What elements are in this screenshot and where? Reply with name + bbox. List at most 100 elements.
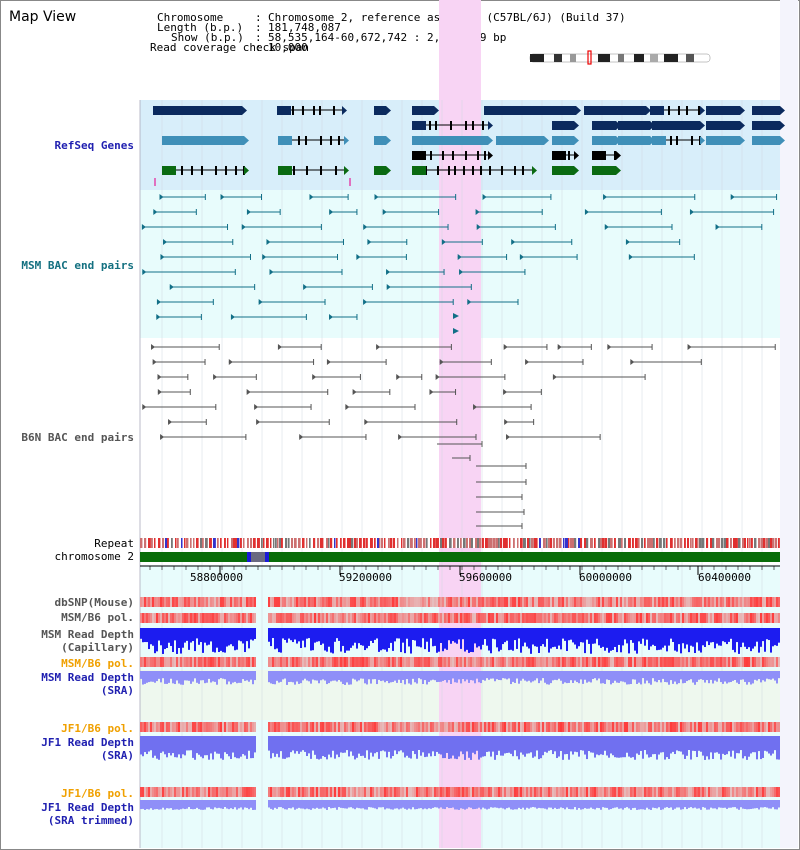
bac-end-marker — [156, 314, 161, 320]
heat-cell — [324, 597, 326, 607]
track-label-msm-bac[interactable]: MSM BAC end pairs — [21, 259, 134, 272]
track-label-b6n-bac[interactable]: B6N BAC end pairs — [21, 431, 134, 444]
chromosome-2-bar[interactable] — [140, 552, 780, 562]
heat-cell — [750, 657, 752, 667]
heat-cell — [376, 657, 378, 667]
repeat-track[interactable] — [140, 538, 780, 548]
heat-cell — [678, 613, 680, 623]
depth-bar — [202, 671, 204, 681]
depth-bar — [540, 671, 542, 681]
heat-cell — [682, 722, 684, 732]
depth-bar — [240, 800, 242, 808]
depth-bar — [486, 800, 488, 810]
selection-highlight[interactable] — [439, 0, 481, 848]
track-label-refseq-genes[interactable]: RefSeq Genes — [54, 139, 134, 152]
heat-cell — [340, 787, 342, 797]
track-label-jf1-depth[interactable]: JF1 Read Depth (SRA) — [41, 736, 134, 762]
msm-bac-end-pairs-track[interactable] — [141, 194, 778, 334]
track-label-msm-pol-sra[interactable]: MSM/B6 pol. — [61, 657, 134, 670]
heat-cell — [214, 722, 216, 732]
chromosome-ideogram[interactable] — [529, 50, 711, 65]
heat-cell — [424, 613, 426, 623]
depth-bar — [644, 671, 646, 684]
heat-cell — [146, 787, 148, 797]
depth-bar — [296, 736, 298, 752]
depth-bar — [450, 736, 452, 759]
gene-exon — [435, 121, 437, 130]
heat-cell — [156, 613, 158, 623]
track-label-msm-pol[interactable]: MSM/B6 pol. — [61, 611, 134, 624]
track-label-chromosome[interactable]: chromosome 2 — [54, 550, 134, 563]
depth-bar — [292, 628, 294, 643]
heat-cell — [682, 597, 684, 607]
gene-block — [374, 106, 386, 115]
depth-bar — [276, 800, 278, 809]
depth-bar — [514, 628, 516, 641]
depth-bar — [710, 800, 712, 808]
heat-cell — [416, 597, 418, 607]
heat-tracks[interactable] — [140, 597, 780, 797]
depth-bar — [634, 800, 636, 808]
read-depth-tracks[interactable] — [140, 628, 780, 810]
heat-cell — [736, 613, 738, 623]
heat-cell — [202, 787, 204, 797]
track-label-jf1-pol[interactable]: JF1/B6 pol. — [61, 722, 134, 735]
depth-bar — [504, 736, 506, 754]
gene-strand-arrow — [576, 106, 581, 115]
heat-cell — [420, 722, 422, 732]
depth-bar — [140, 736, 142, 755]
depth-bar — [664, 800, 666, 808]
heat-cell — [364, 722, 366, 732]
depth-bar — [614, 671, 616, 681]
repeat-element — [154, 538, 156, 548]
repeat-element — [175, 538, 177, 548]
depth-bar — [618, 671, 620, 683]
heat-cell — [764, 722, 766, 732]
heat-cell — [460, 597, 462, 607]
depth-bar — [414, 628, 416, 641]
track-label-jf1-pol-trim[interactable]: JF1/B6 pol. — [61, 787, 134, 800]
depth-bar — [252, 671, 254, 685]
heat-cell — [274, 722, 276, 732]
depth-bar — [774, 736, 776, 751]
heat-cell — [740, 722, 742, 732]
heat-cell — [732, 657, 734, 667]
heat-cell — [574, 597, 576, 607]
depth-bar — [358, 628, 360, 644]
repeat-element — [466, 538, 468, 548]
depth-bar — [212, 628, 214, 652]
heat-cell — [278, 613, 280, 623]
heat-cell — [154, 597, 156, 607]
heat-cell — [192, 787, 194, 797]
depth-bar — [474, 736, 476, 755]
bac-end-marker — [142, 404, 147, 410]
heat-cell — [530, 787, 532, 797]
heat-cell — [402, 657, 404, 667]
heat-cell — [490, 657, 492, 667]
repeat-element — [488, 538, 491, 548]
heat-cell — [210, 597, 212, 607]
refseq-genes-track[interactable] — [153, 106, 785, 186]
track-label-jf1-depth-trimmed[interactable]: JF1 Read Depth (SRA trimmed) — [41, 801, 134, 827]
repeat-element — [401, 538, 403, 548]
b6n-bac-end-pairs-track[interactable] — [142, 344, 776, 529]
depth-bar — [382, 671, 384, 681]
track-label-dbsnp[interactable]: dbSNP(Mouse) — [54, 596, 134, 609]
depth-bar — [736, 628, 738, 643]
repeat-element — [281, 538, 283, 548]
depth-bar — [550, 628, 552, 649]
heat-cell — [668, 787, 670, 797]
heat-cell — [690, 787, 692, 797]
heat-cell — [774, 722, 776, 732]
heat-cell — [654, 657, 656, 667]
repeat-element — [651, 538, 654, 548]
track-label-msm-depth-sra[interactable]: MSM Read Depth (SRA) — [41, 671, 134, 697]
track-label-repeat[interactable]: Repeat — [94, 537, 134, 550]
heat-cell — [148, 657, 150, 667]
heat-cell — [426, 597, 428, 607]
heat-cell — [280, 657, 282, 667]
gene-exon — [225, 166, 227, 175]
heat-cell — [198, 657, 200, 667]
track-label-msm-depth-capillary[interactable]: MSM Read Depth (Capillary) — [41, 628, 134, 654]
